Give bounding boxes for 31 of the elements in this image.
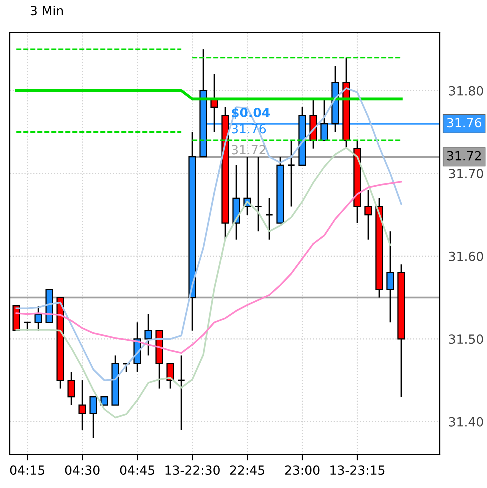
y-tick-label: 31.70	[449, 169, 484, 179]
candlestick	[320, 98, 328, 142]
x-tick-label: 13-22:30	[166, 466, 220, 476]
y-tick-label: 31.60	[449, 252, 484, 262]
candlestick	[386, 230, 394, 324]
candlestick	[288, 140, 296, 208]
x-tick-label: 04:30	[65, 466, 100, 476]
chart-title: 3 Min	[30, 6, 64, 16]
annotation: $0.04	[232, 108, 270, 120]
candlestick	[254, 156, 263, 232]
candlestick	[364, 190, 372, 241]
annotation: 31.76	[232, 124, 266, 134]
candlestick	[34, 305, 42, 332]
line-series	[16, 181, 402, 354]
candlestick	[144, 314, 152, 356]
x-tick-label: 04:15	[10, 466, 45, 476]
line-series	[16, 147, 392, 419]
x-tick-label: 13-23:15	[330, 466, 385, 476]
ref-line-label: 31.76	[447, 118, 482, 128]
x-tick-label: 22:45	[230, 466, 264, 476]
y-tick-label: 31.40	[449, 417, 484, 427]
line-series	[16, 88, 402, 382]
x-tick-label: 23:00	[285, 466, 320, 476]
candlestick	[90, 396, 98, 440]
candlestick	[78, 380, 86, 431]
annotation: 31.72	[232, 145, 266, 155]
y-tick-label: 31.50	[449, 334, 484, 344]
y-tick-label: 31.80	[449, 86, 484, 96]
x-tick-label: 04:45	[120, 466, 154, 476]
candlestick	[68, 372, 76, 406]
ref-line-label: 31.72	[447, 151, 481, 161]
